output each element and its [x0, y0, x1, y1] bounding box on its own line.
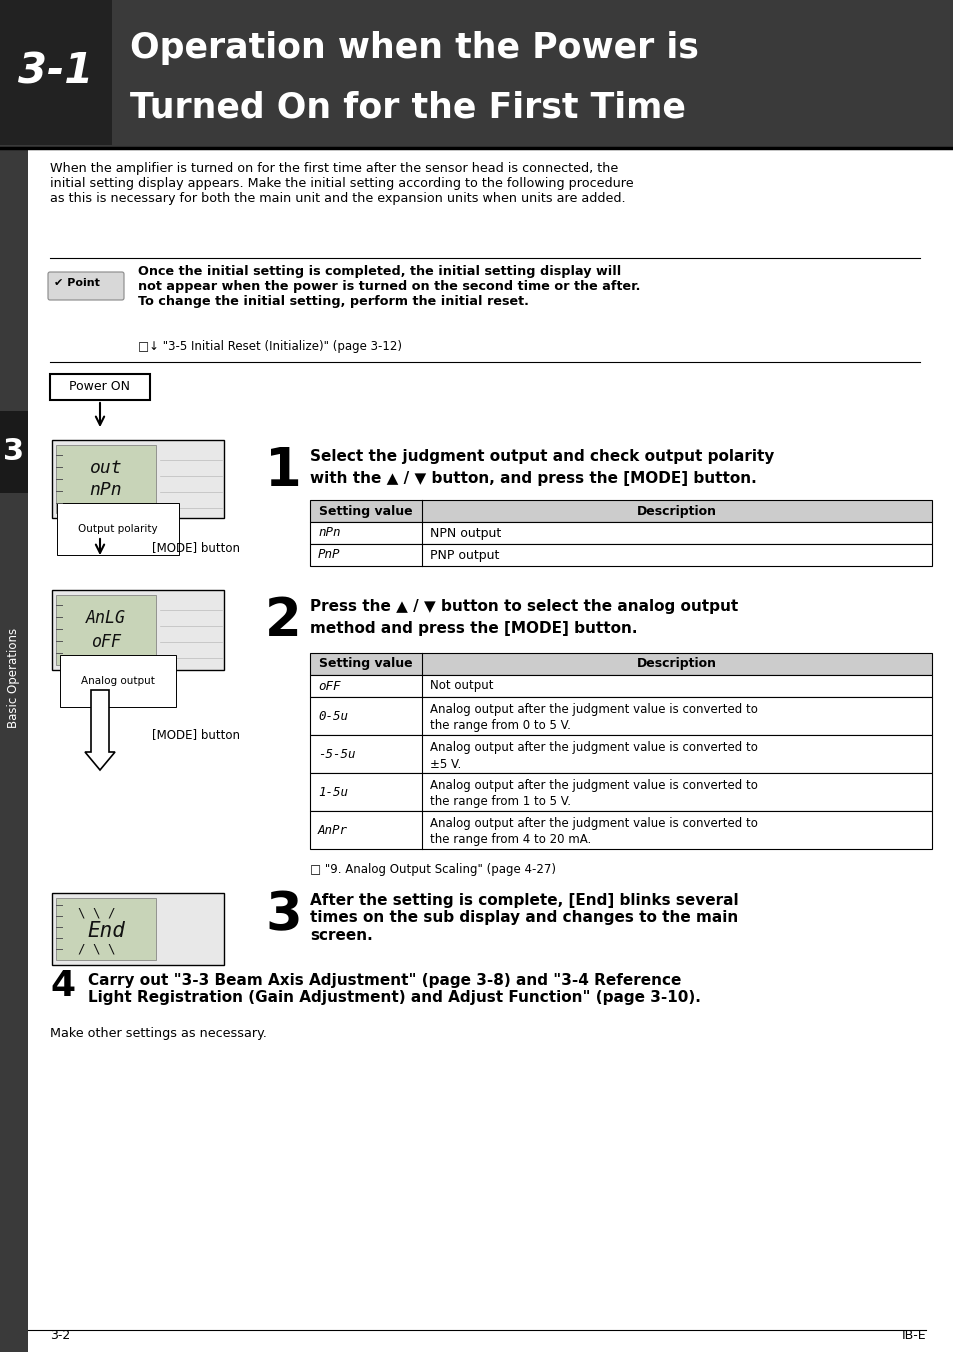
Text: oFF: oFF: [91, 633, 121, 652]
Text: AnPr: AnPr: [317, 823, 348, 837]
Text: the range from 0 to 5 V.: the range from 0 to 5 V.: [430, 719, 570, 733]
Text: AnLG: AnLG: [86, 608, 126, 627]
Bar: [0, 0, 953, 147]
Text: PNP output: PNP output: [430, 549, 498, 561]
Text: Operation when the Power is: Operation when the Power is: [130, 31, 699, 65]
Text: nPn: nPn: [317, 526, 340, 539]
Text: ±5 V.: ±5 V.: [430, 757, 460, 771]
Text: 3-1: 3-1: [18, 51, 93, 93]
Text: nPn: nPn: [90, 481, 122, 499]
Text: NPN output: NPN output: [430, 526, 500, 539]
Bar: [0, 147, 28, 1352]
Bar: [52, 894, 224, 965]
Text: Analog output after the judgment value is converted to: Analog output after the judgment value i…: [430, 818, 757, 830]
Text: / \ \: / \ \: [78, 942, 115, 956]
Bar: [310, 675, 931, 698]
Text: Analog output after the judgment value is converted to: Analog output after the judgment value i…: [430, 703, 757, 717]
Text: Press the ▲ / ▼ button to select the analog output: Press the ▲ / ▼ button to select the ana…: [310, 599, 738, 614]
Bar: [52, 589, 224, 671]
Text: Make other settings as necessary.: Make other settings as necessary.: [50, 1028, 267, 1040]
Text: Analog output after the judgment value is converted to: Analog output after the judgment value i…: [430, 780, 757, 792]
FancyArrow shape: [85, 690, 115, 771]
Text: 3: 3: [265, 890, 301, 941]
Bar: [0, 411, 28, 493]
Text: After the setting is complete, [End] blinks several
times on the sub display and: After the setting is complete, [End] bli…: [310, 894, 738, 942]
Text: When the amplifier is turned on for the first time after the sensor head is conn: When the amplifier is turned on for the …: [50, 162, 633, 206]
Bar: [310, 522, 931, 544]
Bar: [50, 375, 150, 400]
Text: -5-5u: -5-5u: [317, 748, 355, 760]
Text: Setting value: Setting value: [319, 504, 413, 518]
Text: 2: 2: [265, 595, 301, 648]
Text: Turned On for the First Time: Turned On for the First Time: [130, 91, 685, 124]
Text: with the ▲ / ▼ button, and press the [MODE] button.: with the ▲ / ▼ button, and press the [MO…: [310, 470, 756, 485]
Bar: [52, 439, 224, 518]
Text: End: End: [87, 921, 125, 941]
Text: IB-E: IB-E: [901, 1329, 925, 1343]
Text: oFF: oFF: [317, 680, 340, 692]
Text: Setting value: Setting value: [319, 657, 413, 671]
Text: Select the judgment output and check output polarity: Select the judgment output and check out…: [310, 449, 774, 464]
Text: Once the initial setting is completed, the initial setting display will
not appe: Once the initial setting is completed, t…: [138, 265, 639, 308]
Text: [MODE] button: [MODE] button: [152, 542, 240, 554]
Text: 0-5u: 0-5u: [317, 710, 348, 722]
Bar: [56, 595, 156, 665]
Bar: [310, 500, 931, 522]
Text: \ \ /: \ \ /: [78, 906, 115, 919]
Text: Carry out "3-3 Beam Axis Adjustment" (page 3-8) and "3-4 Reference
Light Registr: Carry out "3-3 Beam Axis Adjustment" (pa…: [88, 973, 700, 1006]
Text: Power ON: Power ON: [70, 380, 131, 393]
Bar: [310, 811, 931, 849]
Text: 3: 3: [4, 438, 25, 466]
Text: 1-5u: 1-5u: [317, 786, 348, 799]
Bar: [56, 898, 156, 960]
Bar: [56, 445, 156, 512]
Text: out: out: [90, 458, 122, 477]
Bar: [310, 735, 931, 773]
Text: □↓ "3-5 Initial Reset (Initialize)" (page 3-12): □↓ "3-5 Initial Reset (Initialize)" (pag…: [138, 339, 401, 353]
Text: Not output: Not output: [430, 680, 493, 692]
Text: [MODE] button: [MODE] button: [152, 729, 240, 741]
Text: Output polarity: Output polarity: [78, 525, 157, 534]
Bar: [310, 698, 931, 735]
Text: Basic Operations: Basic Operations: [8, 627, 20, 729]
FancyBboxPatch shape: [48, 272, 124, 300]
Text: 3-2: 3-2: [50, 1329, 71, 1343]
Text: ✔ Point: ✔ Point: [54, 279, 100, 288]
Text: Description: Description: [637, 504, 717, 518]
Bar: [0, 0, 112, 145]
Bar: [310, 773, 931, 811]
Text: the range from 1 to 5 V.: the range from 1 to 5 V.: [430, 795, 571, 808]
Text: □ "9. Analog Output Scaling" (page 4-27): □ "9. Analog Output Scaling" (page 4-27): [310, 863, 556, 876]
Bar: [310, 544, 931, 566]
Text: Analog output: Analog output: [81, 676, 154, 685]
Text: the range from 4 to 20 mA.: the range from 4 to 20 mA.: [430, 833, 591, 846]
Text: 1: 1: [265, 445, 301, 498]
Text: Analog output after the judgment value is converted to: Analog output after the judgment value i…: [430, 741, 757, 754]
Bar: [310, 653, 931, 675]
Text: method and press the [MODE] button.: method and press the [MODE] button.: [310, 621, 637, 635]
Text: Description: Description: [637, 657, 717, 671]
Text: PnP: PnP: [317, 549, 340, 561]
Text: 4: 4: [50, 969, 75, 1003]
